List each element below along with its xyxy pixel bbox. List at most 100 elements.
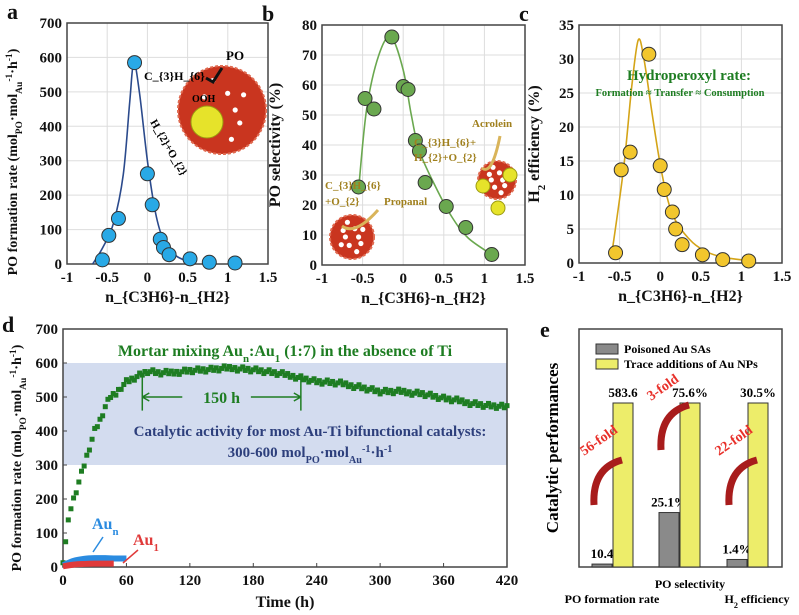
plot-frame xyxy=(62,328,508,568)
x-tick-label: 0 xyxy=(144,270,152,286)
data-marker xyxy=(113,392,119,398)
data-marker xyxy=(79,468,84,474)
data-marker xyxy=(94,424,100,430)
data-marker xyxy=(308,377,314,383)
duration-arrow-icon xyxy=(141,392,302,402)
catalyst-particle xyxy=(329,214,375,260)
data-marker xyxy=(219,365,225,371)
data-point xyxy=(161,247,177,263)
data-marker xyxy=(213,365,219,371)
data-marker xyxy=(451,397,457,403)
data-marker xyxy=(433,393,439,399)
panel-a: 0 100 200 300 400 500 600 700 -1 -0.5 0 0.5 1 1.5 n_{C… xyxy=(5,0,277,306)
data-marker xyxy=(137,370,143,376)
data-point xyxy=(127,55,143,71)
data-marker xyxy=(208,364,214,370)
annotation-title: Hydroperoxyl rate: xyxy=(627,68,751,84)
data-marker xyxy=(142,369,148,374)
x-tick-label: 240 xyxy=(305,573,328,589)
data-marker xyxy=(393,388,399,394)
data-marker xyxy=(97,416,103,422)
data-marker xyxy=(232,365,238,371)
x-axis-label: n_{C3H6}-n_{H2} xyxy=(361,290,486,307)
x-tick-label: 60 xyxy=(119,573,134,589)
panel-label: d xyxy=(2,312,14,337)
data-point xyxy=(741,253,757,269)
data-marker xyxy=(324,377,330,383)
x-tick-label: 0 xyxy=(59,573,67,589)
y-axis-label: Catalytic performances xyxy=(543,362,562,533)
data-marker xyxy=(134,374,140,380)
data-marker xyxy=(343,380,349,386)
data-marker xyxy=(84,452,90,458)
y-tick-label: 20 xyxy=(302,198,317,214)
x-tick-label: 1.5 xyxy=(259,270,278,286)
plot-frame xyxy=(321,24,526,266)
y-tick-label: 600 xyxy=(36,356,59,372)
data-marker xyxy=(496,403,502,409)
data-marker xyxy=(102,404,108,410)
data-marker xyxy=(369,385,375,391)
data-marker xyxy=(105,396,111,402)
y-tick-label: 700 xyxy=(36,322,59,338)
data-marker xyxy=(449,399,454,405)
pore xyxy=(344,219,351,225)
panel-e: e Catalytic performances Poisoned Au SAsTr… xyxy=(540,317,790,610)
data-marker xyxy=(306,379,312,385)
category-label: H2 efficiency xyxy=(724,592,789,610)
data-marker xyxy=(404,391,410,397)
data-marker xyxy=(488,404,494,410)
data-marker xyxy=(216,368,222,374)
series-label: Aun xyxy=(92,516,119,538)
x-tick-label: -1 xyxy=(316,271,329,287)
data-marker xyxy=(301,377,306,383)
data-marker xyxy=(345,384,351,390)
data-marker xyxy=(174,368,180,374)
x-tick-label: 0.5 xyxy=(434,271,453,287)
data-marker xyxy=(126,379,132,385)
data-marker xyxy=(108,395,114,401)
data-marker xyxy=(147,369,153,375)
x-tick-label: -0.5 xyxy=(95,270,119,286)
y-tick-label: 400 xyxy=(40,119,63,135)
x-tick-label: 360 xyxy=(432,573,455,589)
data-marker xyxy=(359,386,365,392)
reactant-label: H_{2}+O_{2} xyxy=(414,152,477,164)
plot-frame xyxy=(578,24,783,264)
data-point xyxy=(357,91,373,106)
data-point xyxy=(110,211,126,227)
data-marker xyxy=(100,413,106,419)
pointer-arrow xyxy=(122,549,139,564)
data-marker xyxy=(472,399,478,405)
bar xyxy=(658,512,680,568)
y-tick-label: 300 xyxy=(36,458,59,474)
data-marker xyxy=(351,386,357,391)
data-marker xyxy=(454,395,460,401)
data-marker xyxy=(203,369,209,375)
reactant-label: +O_{2} xyxy=(325,196,360,208)
data-marker xyxy=(166,371,172,377)
data-marker xyxy=(68,506,74,512)
data-marker xyxy=(396,386,402,392)
data-marker xyxy=(435,396,441,402)
data-marker xyxy=(211,367,217,373)
panel-d: 0 100 200 300 400 500 600 700 0 60 120 180 240 300 360… xyxy=(2,312,518,611)
data-marker xyxy=(89,436,95,442)
x-tick-label: 120 xyxy=(179,573,202,589)
pore xyxy=(502,182,508,189)
data-marker xyxy=(401,387,407,393)
data-marker xyxy=(205,367,211,373)
legend-swatch xyxy=(595,358,619,370)
data-point xyxy=(608,245,624,261)
y-tick-label: 30 xyxy=(559,52,574,68)
bar xyxy=(591,563,613,568)
legend-label: Trace additions of Au NPs xyxy=(624,357,758,371)
data-marker xyxy=(430,394,436,400)
data-marker xyxy=(478,401,484,407)
data-marker xyxy=(271,369,277,375)
data-marker xyxy=(253,365,259,371)
data-marker xyxy=(158,372,164,378)
data-marker xyxy=(467,403,473,408)
data-marker xyxy=(242,367,248,373)
pore xyxy=(240,92,247,98)
